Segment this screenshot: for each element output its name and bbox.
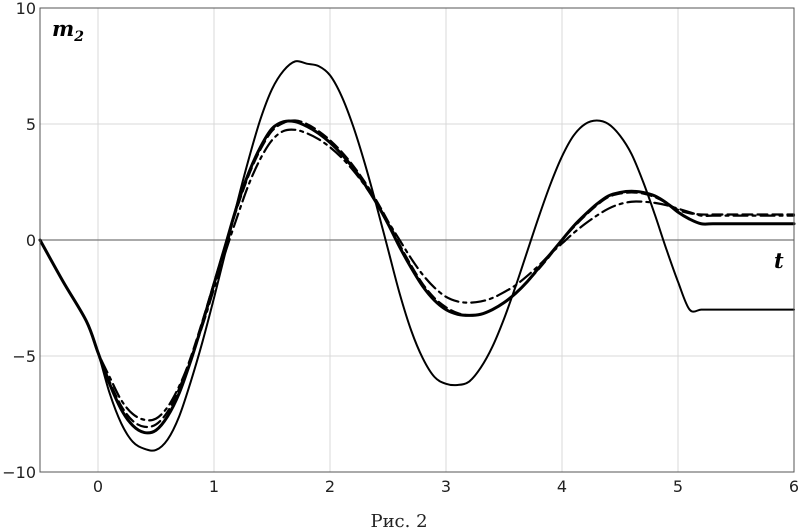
x-tick-label: 3: [441, 477, 451, 496]
plot-frame: [39, 7, 795, 473]
y-tick-label: 0: [26, 231, 36, 250]
y-tick-label: 10: [16, 0, 36, 18]
x-tick-label: 0: [93, 477, 103, 496]
tick-labels: 0 1 2 3 4 5 6 −10 −5 0 5 10: [2, 0, 799, 496]
figure-caption: Рис. 2: [370, 511, 427, 531]
x-tick-label: 5: [673, 477, 683, 496]
series-line-2-solid-thick: [38, 119, 796, 435]
x-tick-label: 6: [789, 477, 799, 496]
x-tick-label: 2: [325, 477, 335, 496]
series-line-1-solid-thin: [39, 60, 795, 452]
y-axis-label: m2: [52, 16, 84, 45]
x-tick-label: 1: [209, 477, 219, 496]
x-tick-label: 4: [557, 477, 567, 496]
series-group: [38, 60, 796, 452]
y-tick-label: 5: [26, 115, 36, 134]
series-line-3-dashed: [38, 119, 796, 429]
series-line-4-dash-dot: [38, 128, 796, 422]
y-tick-label: −10: [2, 463, 36, 482]
x-axis-label: t: [774, 248, 784, 273]
y-tick-label: −5: [12, 347, 36, 366]
